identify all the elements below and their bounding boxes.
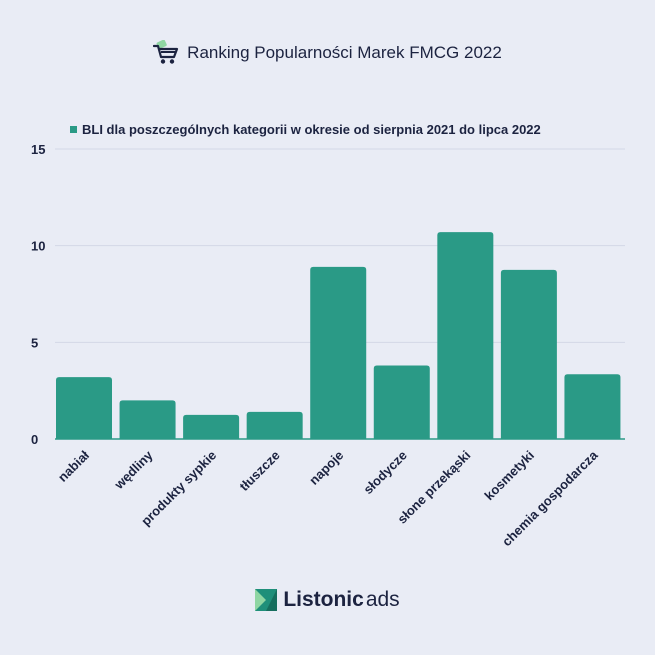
x-tick-label: tłuszcze	[236, 448, 282, 494]
listonic-logo-icon	[255, 589, 278, 611]
shopping-cart-icon	[153, 39, 179, 66]
bar	[56, 377, 112, 439]
x-tick-label: słodycze	[360, 448, 409, 497]
bar	[246, 411, 303, 439]
bar	[310, 266, 367, 439]
brand-suffix: ads	[365, 588, 400, 611]
y-tick-label: 5	[31, 335, 38, 350]
y-tick-label: 15	[31, 142, 45, 157]
legend-swatch	[70, 126, 77, 133]
x-tick-label: kosmetyki	[481, 448, 537, 504]
chart-title: Ranking Popularności Marek FMCG 2022	[187, 43, 502, 62]
bar	[373, 365, 430, 439]
y-tick-label: 0	[31, 432, 38, 447]
x-tick-label: napoje	[306, 448, 346, 488]
bar	[564, 374, 621, 439]
footer-brand: Listonic ads	[0, 588, 655, 612]
chart-header: Ranking Popularności Marek FMCG 2022	[0, 39, 655, 66]
x-tick-label: wędliny	[111, 447, 157, 493]
brand-name: Listonic	[283, 588, 364, 611]
bar	[437, 232, 494, 439]
legend-label: BLI dla poszczególnych kategorii w okres…	[82, 122, 541, 137]
y-tick-label: 10	[31, 239, 45, 254]
x-tick-label: nabiał	[55, 447, 92, 484]
bar	[119, 400, 176, 439]
bar	[500, 269, 557, 439]
bar	[183, 414, 240, 439]
bar-chart: BLI dla poszczególnych kategorii w okres…	[31, 122, 625, 549]
